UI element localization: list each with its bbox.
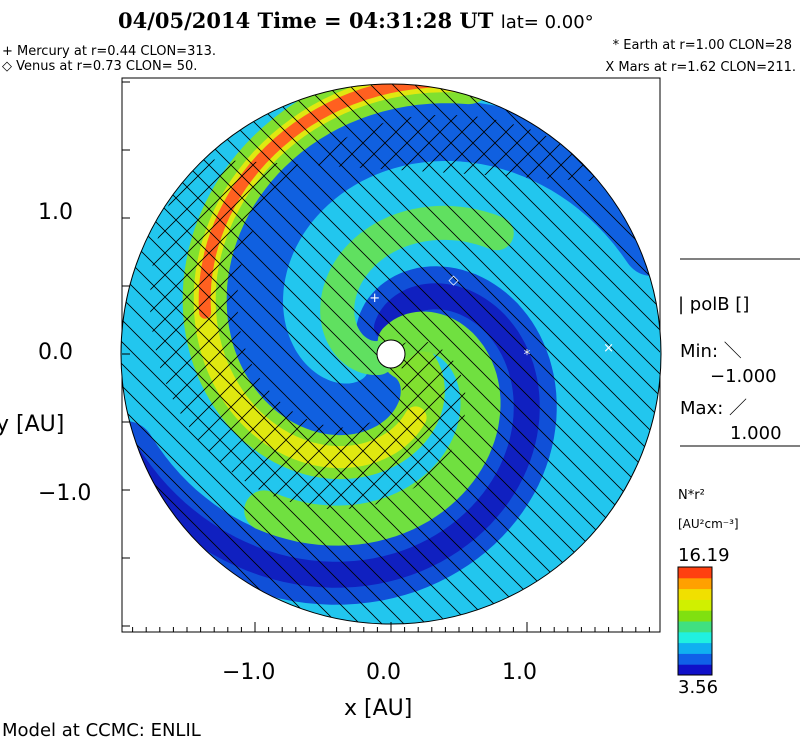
colorbar-max: 16.19 <box>678 545 730 566</box>
ytick-label: 0.0 <box>38 340 73 365</box>
xtick-label: 0.0 <box>366 660 401 685</box>
earth-marker: * <box>524 348 531 363</box>
colorbar-segment <box>678 610 712 622</box>
title-text: 04/05/2014 Time = 04:31:28 UT <box>118 8 494 33</box>
colorbar-segment <box>678 621 712 633</box>
colorbar-segment <box>678 567 712 579</box>
colorbar-segment <box>678 653 712 665</box>
earth-label: * Earth at r=1.00 CLON=28 <box>612 38 792 53</box>
colorbar-title: N*r² <box>678 488 705 503</box>
colorbar-segment <box>678 631 712 644</box>
colorbar <box>677 566 713 676</box>
mars-marker: × <box>603 341 614 356</box>
ytick-label: −1.0 <box>38 481 92 506</box>
axis-ticks <box>122 81 650 632</box>
xtick-label: −1.0 <box>222 660 276 685</box>
legend-max-label: Max: ／ <box>680 398 747 419</box>
x-axis-label: x [AU] <box>344 696 413 721</box>
legend-variable: | polB [] <box>678 294 750 315</box>
colorbar-segment <box>678 642 712 654</box>
y-axis-label: y [AU] <box>0 412 65 437</box>
mercury-label: + Mercury at r=0.44 CLON=313. <box>2 44 217 59</box>
venus-label: ◇ Venus at r=0.73 CLON= 50. <box>2 59 198 74</box>
legend-max-value: 1.000 <box>730 423 782 444</box>
sun-inner-boundary <box>376 339 406 369</box>
venus-marker: ◇ <box>449 273 459 288</box>
mars-label: X Mars at r=1.62 CLON=211. <box>605 60 796 75</box>
colorbar-segment <box>678 599 712 611</box>
legend-min-value: −1.000 <box>710 366 777 387</box>
polarity-hatch-positive <box>150 114 620 510</box>
footer-credit: Model at CCMC: ENLIL <box>2 720 201 741</box>
xtick-label: 1.0 <box>502 660 537 685</box>
mercury-marker: + <box>369 291 380 306</box>
legend-min-label: Min: ＼ <box>680 341 742 362</box>
ytick-label: 1.0 <box>38 200 73 225</box>
colorbar-segment <box>678 588 712 600</box>
colorbar-segment <box>678 664 712 676</box>
colorbar-frame <box>677 566 713 676</box>
plot-title: 04/05/2014 Time = 04:31:28 UT lat= 0.00° <box>118 8 594 33</box>
colorbar-min: 3.56 <box>678 677 719 698</box>
colorbar-units: [AU²cm⁻³] <box>678 517 739 531</box>
colorbar-segment <box>678 577 712 590</box>
lat-text: lat= 0.00° <box>500 12 594 33</box>
